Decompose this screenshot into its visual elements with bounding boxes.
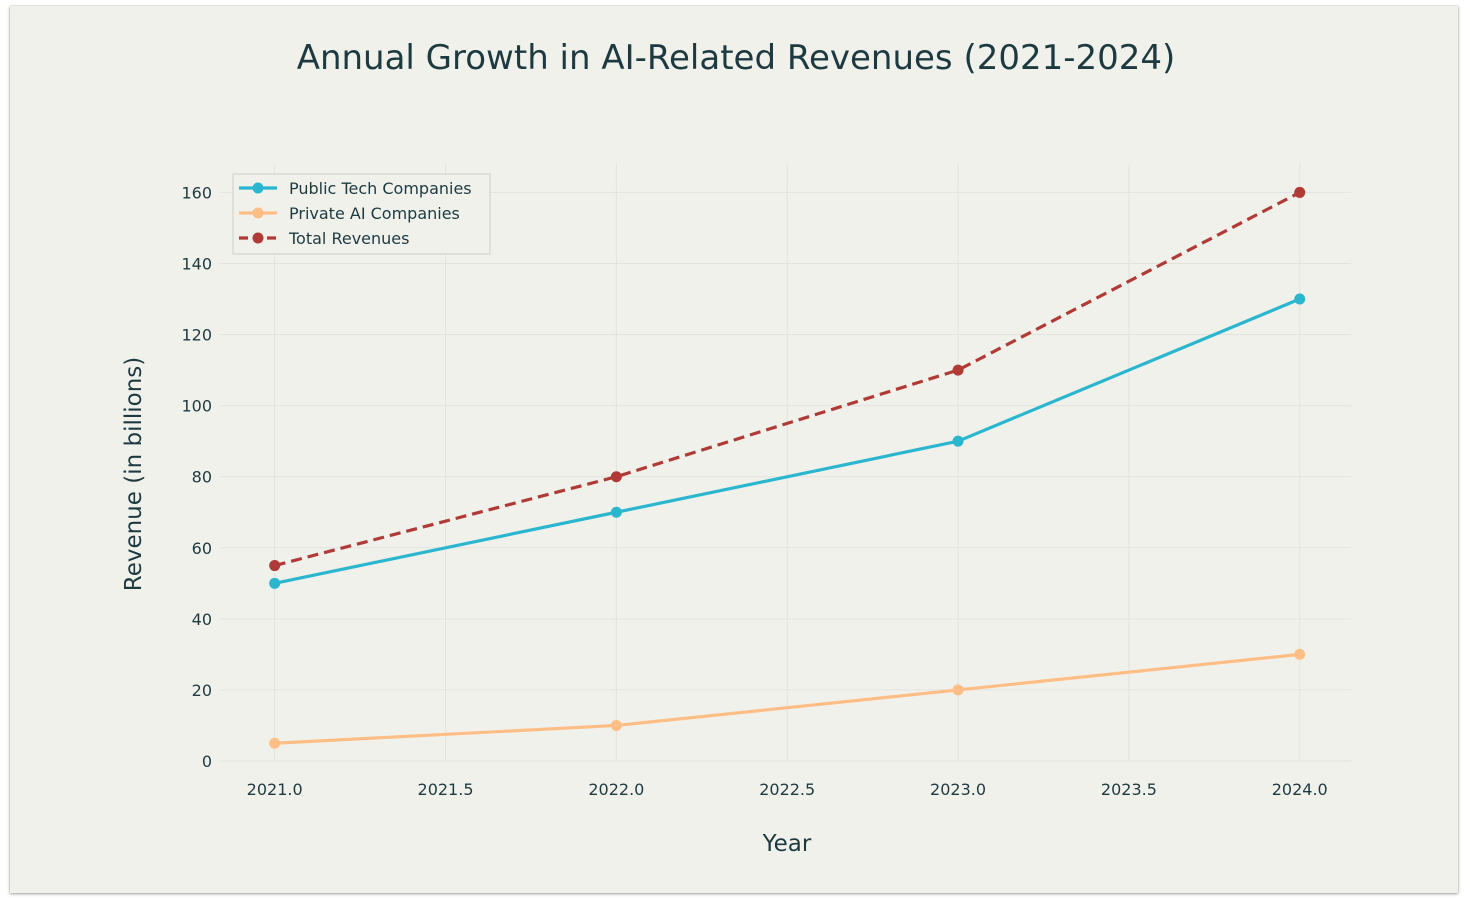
x-tick-label: 2021.0 (247, 780, 303, 799)
y-tick-label: 40 (192, 610, 212, 629)
legend-marker-public-tech-companies (252, 182, 264, 194)
x-tick-label: 2024.0 (1272, 780, 1328, 799)
legend: Public Tech Companies Private AI Companie… (232, 173, 491, 255)
series-layer (269, 186, 1306, 749)
legend-marker-private-ai-companies (252, 207, 264, 219)
x-tick-label: 2022.0 (588, 780, 644, 799)
data-point-total-revenues (952, 364, 964, 376)
x-tick-label: 2022.5 (759, 780, 815, 799)
legend-label-private-ai-companies: Private AI Companies (289, 204, 460, 223)
y-tick-label: 20 (192, 681, 212, 700)
legend-marker-total-revenues (252, 232, 264, 244)
y-tick-label: 80 (192, 468, 212, 487)
y-tick-label: 100 (181, 397, 212, 416)
chart-card: 0 20 40 60 80 100 120 140 160 2021.0 2021.5 2022.0 2… (10, 6, 1458, 893)
x-tick-label: 2023.5 (1101, 780, 1157, 799)
data-point-total-revenues (1294, 186, 1306, 198)
data-point-public-tech-companies (952, 435, 964, 447)
y-tick-label: 120 (181, 326, 212, 345)
series-line-total-revenues (274, 191, 1301, 568)
data-point-total-revenues (269, 560, 281, 572)
y-tick-label: 0 (202, 752, 212, 771)
data-point-private-ai-companies (269, 737, 281, 749)
series-line-private-ai-companies (274, 652, 1300, 745)
chart-title: Annual Growth in AI-Related Revenues (20… (297, 38, 1176, 78)
legend-label-total-revenues: Total Revenues (288, 229, 409, 248)
data-point-total-revenues (610, 471, 622, 483)
data-point-public-tech-companies (269, 577, 281, 589)
chart-svg: 0 20 40 60 80 100 120 140 160 2021.0 2021.5 2022.0 2… (121, 38, 1351, 857)
x-tick-label: 2023.0 (930, 780, 986, 799)
y-tick-label: 140 (181, 255, 212, 274)
data-point-public-tech-companies (610, 506, 622, 518)
data-point-private-ai-companies (952, 684, 964, 696)
y-tick-label: 60 (192, 539, 212, 558)
tick-labels: 0 20 40 60 80 100 120 140 160 2021.0 2021.5 2022.0 2… (181, 183, 1327, 799)
data-point-private-ai-companies (1294, 648, 1306, 660)
x-tick-label: 2021.5 (418, 780, 474, 799)
data-point-private-ai-companies (610, 719, 622, 731)
series-line-public-tech-companies (274, 297, 1301, 585)
y-axis-title: Revenue (in billions) (121, 357, 147, 592)
legend-label-public-tech-companies: Public Tech Companies (289, 179, 472, 198)
y-tick-label: 160 (181, 183, 212, 202)
x-axis-title: Year (762, 831, 812, 857)
data-point-public-tech-companies (1294, 293, 1306, 305)
